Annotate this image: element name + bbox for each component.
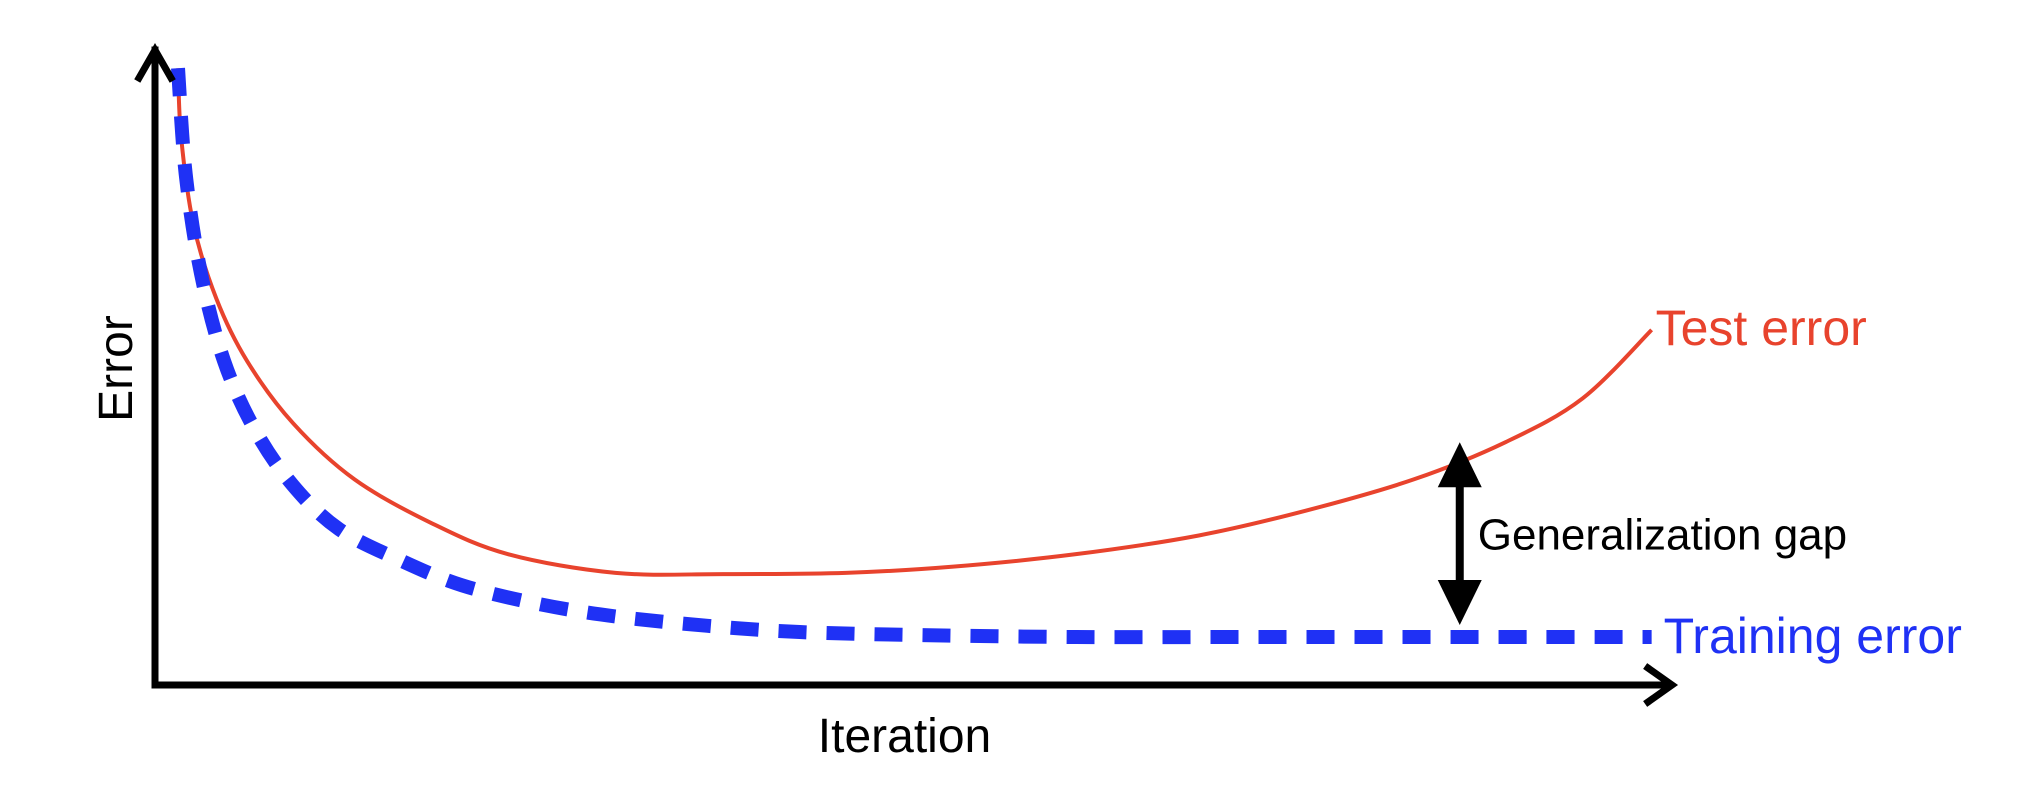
training-error-series <box>171 67 1652 645</box>
gap-label: Generalization gap <box>1478 510 1847 559</box>
training-error-legend-label: Training error <box>1664 608 1962 664</box>
training-error-line <box>171 67 1652 645</box>
test-error-line <box>176 68 1654 577</box>
x-axis-label: Iteration <box>818 710 991 763</box>
y-axis-label: Error <box>90 315 143 422</box>
test-error-series <box>176 68 1654 577</box>
test-error-legend-label: Test error <box>1656 300 1867 356</box>
gap-arrowhead-up <box>1437 442 1482 488</box>
x-axis-arrowhead <box>1643 663 1679 707</box>
y-axis-arrowhead <box>134 42 176 83</box>
gap-arrowhead-down <box>1437 580 1482 626</box>
generalization-gap-annotation: Generalization gap <box>1437 442 1847 626</box>
